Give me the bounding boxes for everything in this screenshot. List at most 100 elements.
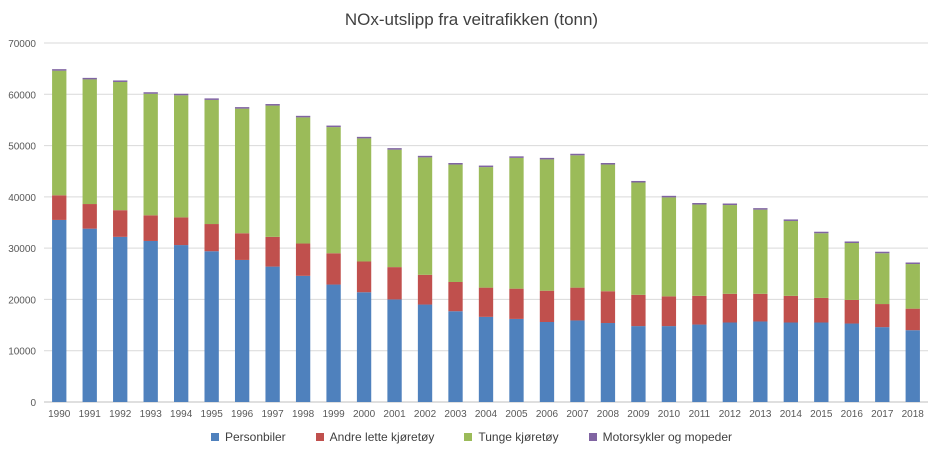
bar-segment (204, 99, 219, 225)
bar-segment (387, 149, 402, 268)
legend-item: Personbiler (210, 430, 286, 444)
x-tick-label: 2004 (475, 409, 498, 420)
bar-segment (631, 182, 646, 295)
bar-segment (631, 326, 646, 402)
bar-segment (661, 195, 677, 198)
bar-segment (722, 203, 738, 206)
x-tick-label: 1997 (261, 409, 284, 420)
bar-segment (326, 284, 341, 402)
bar-segment (600, 291, 616, 324)
bar-segment (52, 219, 67, 402)
bar-segment (113, 81, 128, 211)
bar-segment (600, 164, 616, 292)
bar-segment (814, 233, 829, 298)
x-tick-label: 2008 (597, 409, 620, 420)
bar-segment (722, 293, 738, 323)
bar-segment (600, 323, 616, 402)
bar-segment (692, 203, 707, 205)
bar-segment (174, 217, 189, 246)
bar-segment (265, 105, 280, 237)
bar-segment (753, 209, 768, 294)
bar-segment (783, 220, 798, 296)
bar-segment (113, 80, 128, 82)
bar-segment (509, 157, 524, 289)
bar-segment (174, 93, 189, 96)
bar-segment (204, 224, 219, 252)
bar-segment (570, 155, 585, 288)
bar-segment (417, 157, 433, 275)
x-tick-label: 2011 (689, 409, 711, 420)
x-tick-label: 2015 (810, 409, 833, 420)
x-tick-label: 2014 (780, 409, 803, 420)
bar-segment (143, 93, 158, 216)
bar-segment (204, 98, 219, 100)
x-tick-label: 1993 (140, 409, 163, 420)
bar-segment (356, 261, 372, 293)
bar-segment (783, 219, 798, 221)
x-tick-label: 2002 (414, 409, 437, 420)
bar-segment (875, 253, 890, 305)
bar-segment (478, 316, 494, 402)
chart-legend: Personbiler Andre lette kjøretøy Tunge kjø… (0, 430, 943, 444)
bar-segment (356, 136, 372, 139)
bar-segment (143, 240, 158, 402)
bar-segment (113, 236, 128, 402)
y-tick-label: 50000 (8, 142, 36, 153)
x-tick-label: 1992 (109, 409, 132, 420)
bar-segment (234, 233, 250, 260)
bar-segment (326, 127, 341, 254)
bar-segment (661, 296, 677, 327)
bar-segment (174, 95, 189, 218)
bar-segment (631, 294, 646, 327)
bar-segment (326, 125, 341, 128)
bar-segment (143, 92, 158, 94)
legend-label: Andre lette kjøretøy (329, 430, 435, 444)
y-tick-label: 20000 (8, 295, 36, 306)
bar-segment (295, 275, 311, 402)
bar-segment (844, 299, 859, 324)
bar-segment (509, 318, 524, 402)
bar-segment (478, 167, 494, 288)
bar-segment (143, 215, 158, 241)
bar-segment (295, 117, 311, 244)
y-tick-label: 10000 (8, 347, 36, 358)
x-tick-label: 1999 (322, 409, 345, 420)
bar-segment (875, 304, 890, 328)
bar-segment (631, 180, 646, 183)
bar-segment (448, 164, 463, 282)
bar-segment (844, 323, 859, 402)
x-tick-label: 2006 (536, 409, 559, 420)
bar-segment (722, 322, 738, 402)
bar-segment (326, 253, 341, 285)
bar-segment (417, 155, 433, 158)
bar-segment (753, 321, 768, 402)
bar-segment (478, 287, 494, 317)
x-tick-label: 2005 (505, 409, 528, 420)
bar-segment (905, 264, 920, 309)
bar-segment (82, 228, 97, 402)
bar-segment (417, 304, 433, 402)
bar-segment (783, 295, 798, 323)
bar-segment (478, 165, 494, 168)
legend-item: Motorsykler og mopeder (588, 430, 732, 444)
bar-segment (417, 274, 433, 305)
bar-segment (661, 326, 677, 402)
bar-segment (539, 321, 555, 402)
bar-segment (814, 297, 829, 323)
bar-segment (82, 79, 97, 205)
bar-segment (448, 163, 463, 165)
x-tick-label: 2007 (566, 409, 589, 420)
x-tick-label: 2000 (353, 409, 376, 420)
x-tick-label: 1994 (170, 409, 193, 420)
y-tick-label: 40000 (8, 193, 36, 204)
bar-segment (570, 287, 585, 321)
bar-segment (814, 322, 829, 402)
bar-segment (722, 205, 738, 294)
legend-swatch (210, 433, 219, 441)
bar-segment (234, 259, 250, 402)
bar-segment (905, 262, 920, 265)
x-tick-label: 2001 (383, 409, 406, 420)
bar-segment (356, 138, 372, 262)
bar-segment (448, 281, 463, 312)
